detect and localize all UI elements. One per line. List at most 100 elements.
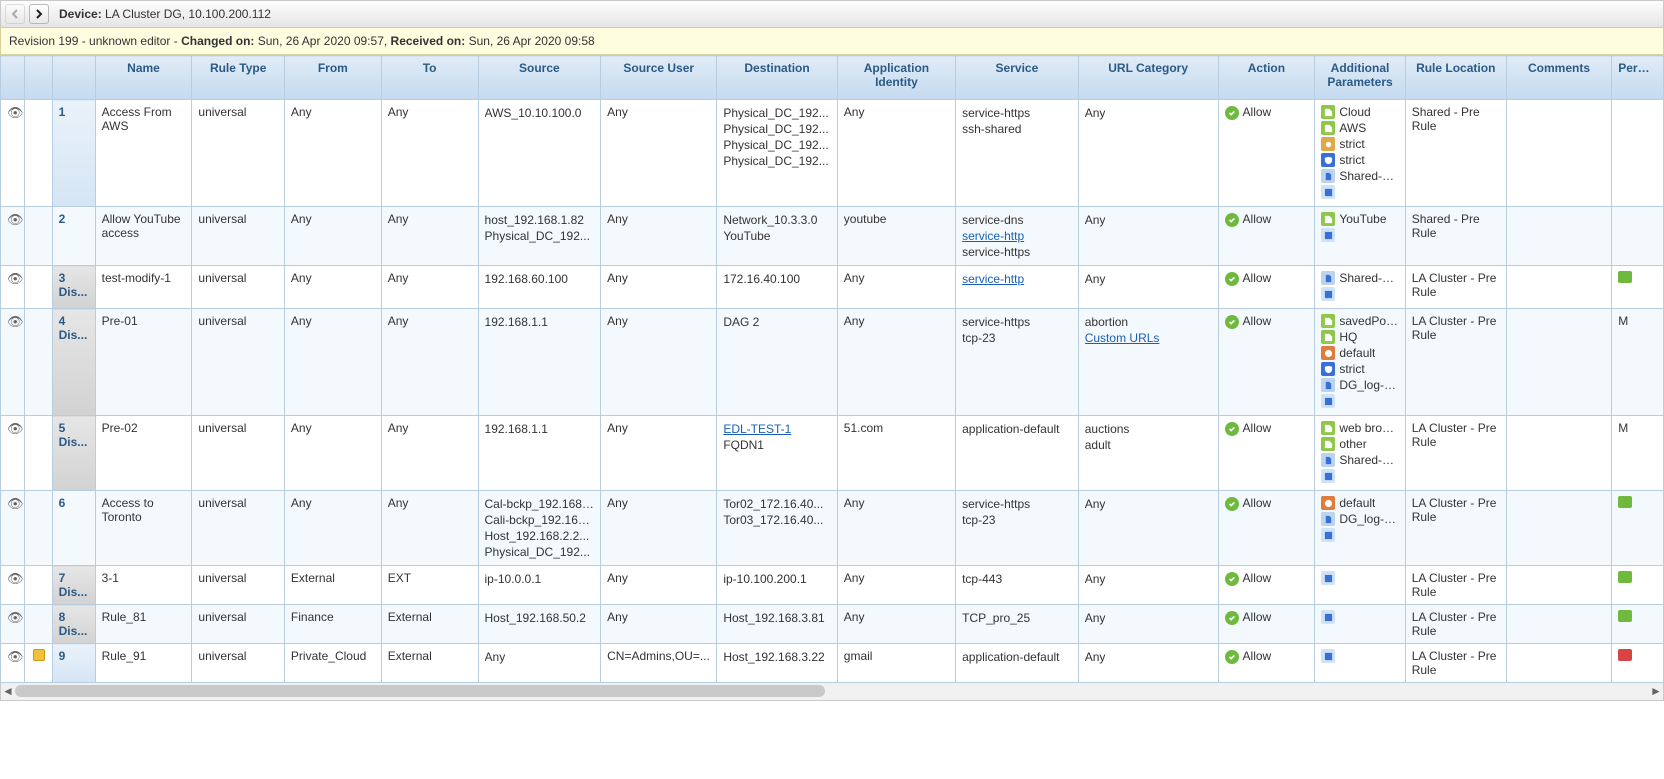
eye-icon: 👁 — [7, 571, 24, 586]
table-row[interactable]: 👁1Access From AWSuniversalAnyAnyAWS_10.1… — [1, 100, 1664, 207]
col-num[interactable] — [52, 56, 95, 100]
cell-params: CloudAWSstrictstrictShared-p... — [1315, 100, 1405, 207]
col-eye[interactable] — [1, 56, 25, 100]
row-number: 5Dis... — [52, 416, 95, 491]
horizontal-scrollbar[interactable]: ◄ ► — [0, 683, 1664, 701]
eye-icon: 👁 — [7, 212, 24, 227]
cell-rule-type: universal — [192, 491, 285, 566]
scroll-thumb[interactable] — [15, 685, 825, 697]
cell-source: 192.168.60.100 — [478, 266, 601, 309]
visibility-toggle[interactable]: 👁 — [1, 207, 25, 266]
param-doc: Shared-p... — [1321, 453, 1398, 467]
cell-action: Allow — [1218, 100, 1315, 207]
cell-from: Any — [284, 266, 381, 309]
cell-app-identity: Any — [837, 309, 955, 416]
cell-name: Allow YouTube access — [95, 207, 192, 266]
cell-comments — [1506, 605, 1611, 644]
col-destination[interactable]: Destination — [717, 56, 837, 100]
cell-to: External — [381, 644, 478, 683]
cell-params: savedPolicyHQdefaultstrictDG_log-p... — [1315, 309, 1405, 416]
cell-from: Private_Cloud — [284, 644, 381, 683]
cell-rule-type: universal — [192, 309, 285, 416]
col-name[interactable]: Name — [95, 56, 192, 100]
table-row[interactable]: 👁7Dis...3-1universalExternalEXTip-10.0.0… — [1, 566, 1664, 605]
param-doc: DG_log-p... — [1321, 512, 1398, 526]
cell-name: Rule_81 — [95, 605, 192, 644]
cell-rule-type: universal — [192, 266, 285, 309]
table-row[interactable]: 👁9Rule_91universalPrivate_CloudExternalA… — [1, 644, 1664, 683]
col-service[interactable]: Service — [956, 56, 1079, 100]
visibility-toggle[interactable]: 👁 — [1, 644, 25, 683]
cell-destination: Host_192.168.3.81 — [717, 605, 837, 644]
perm-badge — [1618, 571, 1632, 583]
allow-icon — [1225, 106, 1239, 120]
scroll-left-icon[interactable]: ◄ — [1, 683, 15, 699]
col-from[interactable]: From — [284, 56, 381, 100]
eye-icon: 👁 — [7, 421, 24, 436]
col-to[interactable]: To — [381, 56, 478, 100]
cell-comments — [1506, 309, 1611, 416]
cell-name: Access From AWS — [95, 100, 192, 207]
param-doc: Shared-p... — [1321, 271, 1398, 285]
visibility-toggle[interactable]: 👁 — [1, 491, 25, 566]
table-row[interactable]: 👁2Allow YouTube accessuniversalAnyAnyhos… — [1, 207, 1664, 266]
cell-comments — [1506, 566, 1611, 605]
allow-icon — [1225, 650, 1239, 664]
cell-app-identity: Any — [837, 491, 955, 566]
visibility-toggle[interactable]: 👁 — [1, 566, 25, 605]
col-add_params[interactable]: Additional Parameters — [1315, 56, 1405, 100]
cell-location: LA Cluster - Pre Rule — [1405, 605, 1506, 644]
cell-to: Any — [381, 207, 478, 266]
change-marker-icon — [33, 649, 45, 661]
cell-from: Any — [284, 416, 381, 491]
cell-permission — [1612, 644, 1664, 683]
col-source_user[interactable]: Source User — [601, 56, 717, 100]
col-app_identity[interactable]: Application Identity — [837, 56, 955, 100]
col-comments[interactable]: Comments — [1506, 56, 1611, 100]
col-rule_location[interactable]: Rule Location — [1405, 56, 1506, 100]
visibility-toggle[interactable]: 👁 — [1, 416, 25, 491]
table-row[interactable]: 👁8Dis...Rule_81universalFinanceExternalH… — [1, 605, 1664, 644]
cell-service: service-httpstcp-23 — [956, 491, 1079, 566]
cell-source-user: Any — [601, 491, 717, 566]
allow-icon — [1225, 272, 1239, 286]
cell-to: Any — [381, 309, 478, 416]
col-rule_type[interactable]: Rule Type — [192, 56, 285, 100]
table-row[interactable]: 👁3Dis...test-modify-1universalAnyAny192.… — [1, 266, 1664, 309]
cell-location: LA Cluster - Pre Rule — [1405, 644, 1506, 683]
param-label: other — [1321, 437, 1398, 451]
col-source[interactable]: Source — [478, 56, 601, 100]
nav-forward-button[interactable] — [29, 4, 49, 24]
cell-url-category: Any — [1078, 100, 1218, 207]
table-row[interactable]: 👁4Dis...Pre-01universalAnyAny192.168.1.1… — [1, 309, 1664, 416]
col-permis[interactable]: Permis — [1612, 56, 1664, 100]
visibility-toggle[interactable]: 👁 — [1, 605, 25, 644]
perm-badge — [1618, 496, 1632, 508]
cell-name: Rule_91 — [95, 644, 192, 683]
cell-app-identity: Any — [837, 566, 955, 605]
cell-params — [1315, 566, 1405, 605]
visibility-toggle[interactable]: 👁 — [1, 100, 25, 207]
visibility-toggle[interactable]: 👁 — [1, 309, 25, 416]
col-url_cat[interactable]: URL Category — [1078, 56, 1218, 100]
cell-source: 192.168.1.1 — [478, 416, 601, 491]
scroll-right-icon[interactable]: ► — [1649, 683, 1663, 699]
col-action[interactable]: Action — [1218, 56, 1315, 100]
eye-icon: 👁 — [7, 271, 24, 286]
nav-back-button[interactable] — [5, 4, 25, 24]
perm-badge — [1618, 271, 1632, 283]
cell-params: defaultDG_log-p... — [1315, 491, 1405, 566]
visibility-toggle[interactable]: 👁 — [1, 266, 25, 309]
table-row[interactable]: 👁6Access to TorontouniversalAnyAnyCal-bc… — [1, 491, 1664, 566]
cell-location: Shared - Pre Rule — [1405, 100, 1506, 207]
cell-source: Any — [478, 644, 601, 683]
cell-url-category: Any — [1078, 566, 1218, 605]
col-mark[interactable] — [24, 56, 52, 100]
cell-permission: M — [1612, 309, 1664, 416]
param-shield: strict — [1321, 362, 1398, 376]
cell-url-category: Any — [1078, 207, 1218, 266]
eye-icon: 👁 — [7, 105, 24, 120]
cell-location: LA Cluster - Pre Rule — [1405, 566, 1506, 605]
table-row[interactable]: 👁5Dis...Pre-02universalAnyAny192.168.1.1… — [1, 416, 1664, 491]
cell-source-user: Any — [601, 207, 717, 266]
